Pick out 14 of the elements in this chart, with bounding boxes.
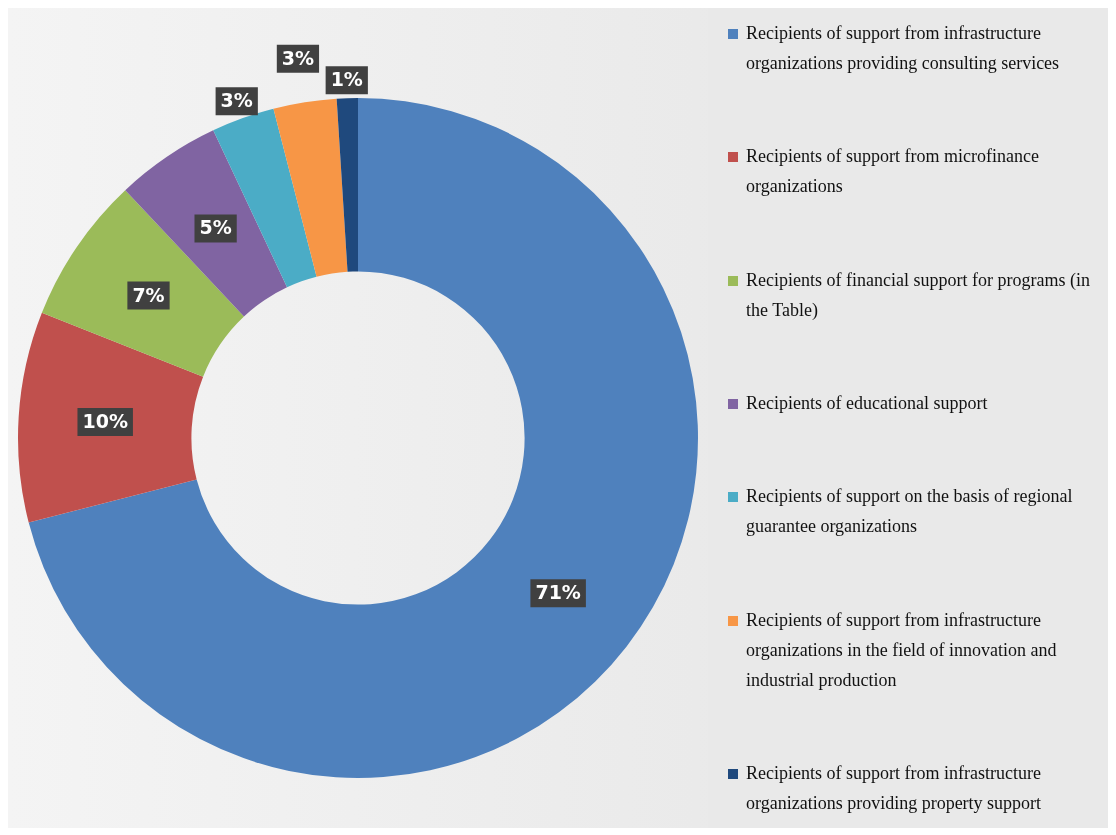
legend-label: Recipients of support from infrastructure organizations providing property support xyxy=(746,761,1043,815)
data-label: 5% xyxy=(199,216,232,239)
data-label: 3% xyxy=(281,46,315,69)
legend-label: Recipients of support from infrastructure organizations in the field of innovation and industrial production xyxy=(746,608,1058,692)
legend-label: Recipients of support from infrastructure organizations providing consulting services xyxy=(746,22,1061,75)
data-label: 7% xyxy=(132,283,165,306)
legend-label: Recipients of educational support xyxy=(746,392,988,415)
data-label: 1% xyxy=(330,68,363,91)
legend-label: Recipients of support from microfinance organizations xyxy=(746,145,1040,199)
data-label: 3% xyxy=(220,89,253,112)
data-label: 10% xyxy=(82,410,128,433)
data-label: 71% xyxy=(535,581,581,604)
legend-label: Recipients of support on the basis of regional guarantee organizations xyxy=(746,485,1074,539)
legend-label: Recipients of financial support for programs (in the Table) xyxy=(746,268,1091,322)
